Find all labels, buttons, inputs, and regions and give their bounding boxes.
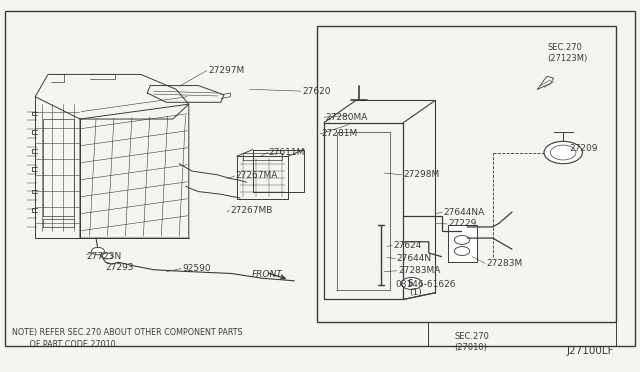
Text: 27229: 27229 (448, 219, 476, 228)
Circle shape (102, 253, 113, 259)
Text: 92590: 92590 (182, 264, 211, 273)
Text: SEC.270
(27123M): SEC.270 (27123M) (547, 43, 588, 63)
Text: 27267MB: 27267MB (230, 206, 273, 215)
Text: 27644N: 27644N (397, 254, 432, 263)
Text: 08146-61626: 08146-61626 (395, 280, 456, 289)
Text: 27267MA: 27267MA (236, 171, 278, 180)
Bar (317, 26, 616, 322)
Text: 27293: 27293 (106, 263, 134, 272)
Text: 27298M: 27298M (403, 170, 440, 179)
Bar (448, 225, 477, 262)
Circle shape (550, 145, 576, 160)
Text: NOTE) REFER SEC.270 ABOUT OTHER COMPONENT PARTS
       OF PART CODE 27010: NOTE) REFER SEC.270 ABOUT OTHER COMPONEN… (12, 328, 242, 349)
Text: 27283M: 27283M (486, 259, 523, 268)
Text: 27620: 27620 (302, 87, 331, 96)
Circle shape (454, 247, 470, 256)
Text: SEC.270
(27010): SEC.270 (27010) (454, 332, 489, 352)
Text: 27281M: 27281M (321, 129, 358, 138)
Text: FRONT: FRONT (252, 270, 282, 279)
Text: S: S (408, 279, 413, 288)
Text: 27280MA: 27280MA (325, 113, 367, 122)
Text: 27723N: 27723N (86, 252, 122, 261)
Text: (1): (1) (410, 288, 422, 297)
Text: 27209: 27209 (570, 144, 598, 153)
Text: 27283MA: 27283MA (398, 266, 440, 275)
Circle shape (92, 247, 104, 255)
Text: 27644NA: 27644NA (444, 208, 484, 217)
Circle shape (401, 278, 422, 289)
Text: 27611M: 27611M (269, 148, 305, 157)
Text: 27297M: 27297M (208, 66, 244, 75)
Text: 27624: 27624 (394, 241, 422, 250)
Circle shape (454, 235, 470, 244)
Text: J27100LF: J27100LF (566, 346, 614, 356)
Circle shape (544, 141, 582, 164)
